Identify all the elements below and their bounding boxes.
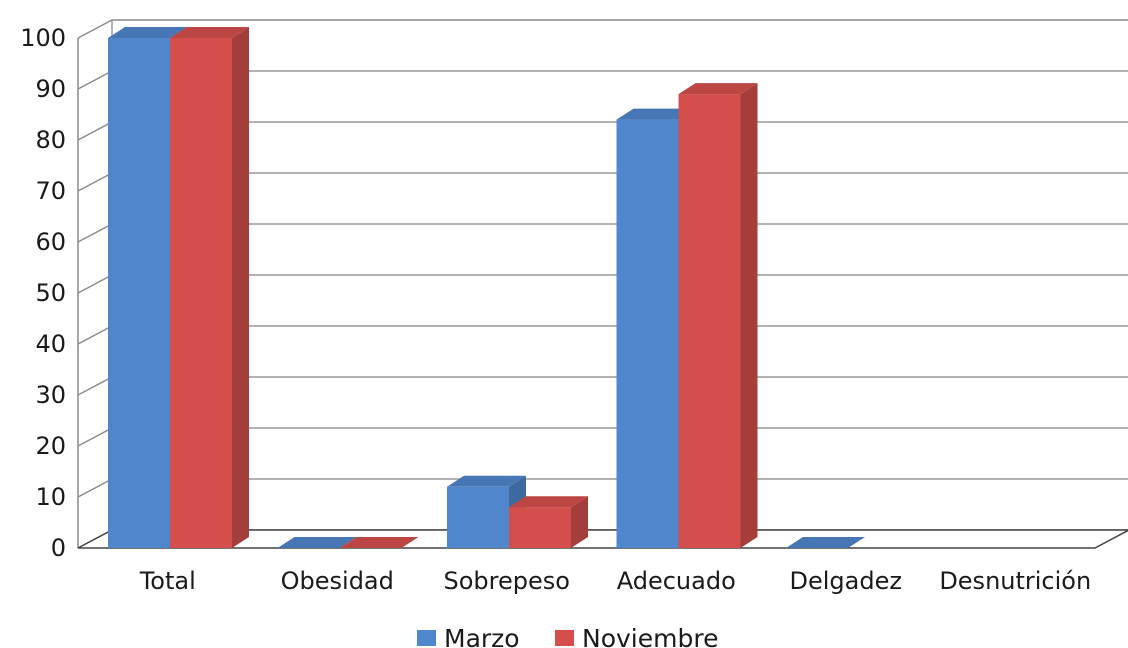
bar-top — [447, 475, 526, 487]
side-wall-line — [77, 223, 113, 243]
bar-front — [108, 38, 170, 548]
legend-label: Marzo — [444, 624, 520, 648]
bar-front — [678, 94, 741, 548]
bar-side — [740, 83, 758, 548]
y-tick-label: 90 — [35, 75, 66, 103]
side-wall-line — [77, 19, 113, 39]
bar — [170, 27, 249, 548]
y-tick-label: 70 — [35, 177, 66, 205]
bar-side — [232, 27, 249, 548]
bar-top — [339, 537, 419, 548]
x-tick-label: Delgadez — [790, 567, 902, 595]
legend-swatch — [555, 630, 574, 646]
legend-label: Noviembre — [582, 624, 718, 648]
legend: Marzo Noviembre — [417, 624, 718, 648]
x-tick-label: Total — [139, 567, 196, 595]
y-tick-label: 10 — [35, 483, 66, 511]
bar-top — [170, 27, 249, 38]
bar — [277, 537, 357, 548]
side-wall-line — [77, 325, 113, 345]
bar-side — [571, 496, 588, 548]
bar-top — [786, 537, 865, 548]
bar-top — [616, 108, 696, 120]
side-wall-line — [77, 121, 113, 141]
x-axis: Total Obesidad Sobrepeso Adecuado Delgadez De… — [139, 567, 1091, 595]
legend-item: Marzo — [417, 624, 520, 648]
bar — [786, 537, 865, 548]
x-tick-label: Obesidad — [281, 567, 394, 595]
bar — [509, 496, 588, 548]
y-tick-label: 80 — [35, 126, 66, 154]
y-tick-label: 50 — [35, 279, 66, 307]
bar-top — [678, 83, 758, 95]
bar — [678, 83, 758, 548]
side-wall-line — [77, 427, 113, 447]
y-tick-label: 20 — [35, 432, 66, 460]
side-wall-line — [77, 478, 113, 498]
y-axis: 0 10 20 30 40 50 60 70 80 90 100 — [20, 24, 66, 562]
x-tick-label: Desnutrición — [939, 567, 1091, 595]
bar-front — [170, 38, 232, 548]
side-wall-line — [77, 274, 113, 294]
x-tick-label: Adecuado — [617, 567, 736, 595]
y-tick-label: 40 — [35, 330, 66, 358]
bar-top — [108, 27, 187, 38]
side-wall-line — [77, 376, 113, 396]
bar-front — [447, 486, 509, 548]
legend-swatch — [417, 630, 436, 646]
bar-front — [509, 507, 571, 548]
side-wall-line — [77, 70, 113, 90]
bar-top — [277, 537, 357, 548]
x-tick-label: Sobrepeso — [444, 567, 570, 595]
y-tick-label: 30 — [35, 381, 66, 409]
y-tick-label: 0 — [51, 534, 66, 562]
y-tick-label: 60 — [35, 228, 66, 256]
legend-item: Noviembre — [555, 624, 718, 648]
y-tick-label: 100 — [20, 24, 66, 52]
bar-top — [509, 496, 588, 508]
bar-front — [616, 119, 679, 548]
bars — [108, 27, 865, 548]
bar — [339, 537, 419, 548]
side-wall-line — [77, 172, 113, 192]
